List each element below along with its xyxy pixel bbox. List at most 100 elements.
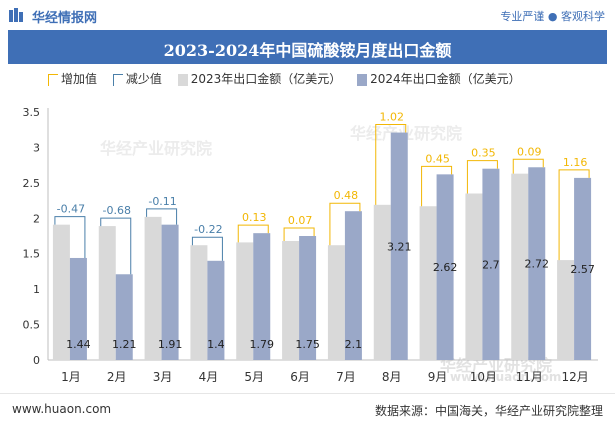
bar-2024 (253, 233, 271, 360)
bar-2023 (282, 240, 300, 360)
increase-bracket (421, 165, 453, 207)
x-tick-label: 9月 (428, 370, 448, 384)
bar-2023 (557, 260, 575, 360)
x-tick-label: 10月 (470, 370, 497, 384)
change-label: -0.47 (57, 203, 85, 216)
increase-bracket (237, 224, 269, 243)
value-label-2024: 2.1 (345, 338, 363, 351)
change-label: 0.45 (425, 152, 450, 165)
y-tick-label: 3.5 (23, 106, 41, 119)
value-label-2024: 2.57 (570, 263, 595, 276)
value-label-2024: 2.7 (482, 258, 500, 271)
bar-2023 (511, 173, 529, 360)
change-label: 0.35 (471, 147, 496, 160)
watermark-center: 华经产业研究院 (100, 139, 213, 158)
bar-2024 (574, 177, 592, 360)
y-tick-label: 0 (33, 354, 40, 367)
decrease-bracket (100, 217, 132, 275)
x-tick-label: 5月 (244, 370, 264, 384)
change-label: 1.16 (563, 156, 588, 169)
series-2024-swatch-icon (357, 73, 368, 86)
bar-2024 (161, 224, 179, 360)
legend-item-increase: 增加值 (48, 70, 97, 87)
bar-2024 (436, 174, 454, 360)
y-tick-label: 3 (33, 141, 40, 154)
bar-2023 (144, 216, 162, 360)
increase-bracket (375, 124, 407, 205)
change-label: 0.13 (242, 211, 267, 224)
change-label: -0.22 (194, 223, 222, 236)
value-label-2024: 1.91 (158, 338, 183, 351)
bar-2023 (465, 193, 483, 360)
bar-2024 (482, 168, 500, 360)
bar-2024 (299, 236, 317, 360)
chart-svg: 0 0.5 1 1.5 2 2.5 3 3.5 1.44 -0.47 1月 1.21 -0.68 2月 1.… (23, 106, 598, 384)
x-tick-label: 3月 (153, 370, 173, 384)
bar-2024 (528, 167, 546, 360)
x-tick-label: 1月 (61, 370, 81, 384)
legend-label-2023: 2023年出口金额（亿美元） (190, 72, 342, 86)
increase-bracket (512, 158, 544, 174)
legend-label-decrease: 减少值 (125, 72, 162, 86)
footer-source: 数据来源：中国海关，华经产业研究院整理 (374, 404, 603, 418)
change-label: 0.48 (334, 189, 359, 202)
increase-bracket (466, 160, 498, 194)
title-bar: 2023-2024年中国硫酸铵月度出口金额 (8, 30, 607, 64)
x-tick-label: 2月 (107, 370, 127, 384)
change-label: 0.09 (517, 145, 542, 158)
y-tick-label: 1 (33, 283, 40, 296)
change-label: -0.11 (148, 195, 176, 208)
increase-bracket (329, 202, 361, 246)
brand-logo-icon (9, 8, 23, 22)
bar-2024 (390, 132, 408, 360)
bar-2023 (190, 245, 208, 360)
x-tick-label: 8月 (382, 370, 402, 384)
x-tick-label: 7月 (336, 370, 356, 384)
x-tick-label: 4月 (199, 370, 219, 384)
bar-2023 (327, 245, 345, 360)
x-tick-label: 6月 (290, 370, 310, 384)
footer-url[interactable]: www.huaon.com (12, 402, 112, 416)
value-label-2024: 1.75 (295, 338, 320, 351)
decrease-bracket (54, 216, 86, 258)
value-label-2024: 1.4 (207, 338, 225, 351)
decrease-swatch-icon (112, 73, 123, 86)
bar-2024 (69, 257, 87, 360)
watermark-bottom-url: www.huaon.com (450, 370, 562, 384)
value-label-2024: 1.21 (112, 338, 137, 351)
bar-2023 (236, 242, 254, 360)
bar-2023 (373, 204, 391, 360)
value-label-2024: 2.72 (525, 258, 550, 271)
x-tick-label: 11月 (516, 370, 543, 384)
y-tick-label: 0.5 (23, 319, 41, 332)
legend-item-2023: 2023年出口金额（亿美元） (177, 70, 342, 87)
footer-bar: www.huaon.com 数据来源：中国海关，华经产业研究院整理 (0, 393, 615, 428)
bar-2024 (115, 274, 133, 360)
brand-name: 华经情报网 (32, 11, 98, 26)
bar-2023 (419, 206, 437, 360)
legend-label-increase: 增加值 (61, 72, 98, 86)
change-label: 0.07 (288, 214, 313, 227)
y-tick-label: 2.5 (23, 177, 41, 190)
change-label: -0.68 (103, 204, 131, 217)
value-label-2024: 1.44 (66, 338, 91, 351)
legend-item-decrease: 减少值 (112, 70, 162, 87)
value-label-2024: 1.79 (250, 338, 275, 351)
decrease-bracket (191, 236, 223, 261)
increase-bracket (283, 227, 315, 241)
value-label-2024: 3.21 (387, 240, 412, 253)
chart-title: 2023-2024年中国硫酸铵月度出口金额 (163, 41, 452, 60)
y-tick-label: 1.5 (23, 248, 41, 261)
bar-2024 (344, 211, 362, 360)
increase-swatch-icon (48, 73, 58, 86)
legend-label-2024: 2024年出口金额（亿美元） (370, 72, 521, 86)
top-bar: 华经情报网 专业严谨 ● 客观科学 (0, 0, 615, 30)
bar-2023 (52, 224, 70, 360)
increase-bracket (558, 169, 590, 261)
x-tick-label: 12月 (561, 370, 588, 384)
legend: 增加值 减少值 2023年出口金额（亿美元） 2024年出口金额（亿美元） (48, 70, 533, 92)
watermark-bottom: 华经产业研究院 (440, 356, 553, 375)
series-2023-swatch-icon (177, 73, 188, 86)
value-label-2024: 2.62 (433, 261, 458, 274)
bar-2023 (98, 226, 116, 360)
